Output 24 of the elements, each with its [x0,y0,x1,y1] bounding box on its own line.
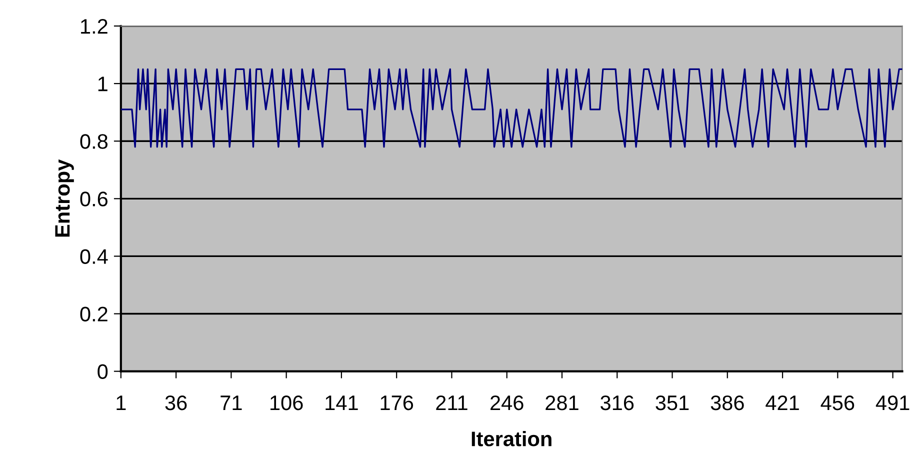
y-tick-label: 0.4 [80,249,108,264]
y-tick-label: 0.2 [80,306,108,322]
y-tick-label: 0.8 [80,134,108,149]
x-tick-label: 106 [270,395,303,410]
x-tick-label: 71 [220,396,242,410]
y-tick-label: 1.2 [81,19,108,34]
x-tick-label: 176 [380,395,414,410]
x-tick-label: 281 [546,395,578,410]
x-tick-label: 316 [600,395,634,410]
x-tick-label: 36 [165,395,187,410]
x-tick-label: 351 [656,395,689,410]
x-tick-label: 491 [876,395,910,410]
y-tick-label: 1 [98,76,108,92]
x-tick-label: 211 [436,395,468,410]
x-axis-title: Iteration [472,431,552,446]
x-tick-label: 421 [766,395,799,410]
y-tick-label: 0 [98,364,108,380]
x-tick-label: 386 [710,395,744,410]
x-tick-label: 456 [820,395,854,410]
y-axis-title: Entropy [55,159,74,237]
y-tick-label: 0.6 [80,192,108,206]
x-tick-label: 1 [116,396,126,410]
x-tick-label: 141 [326,396,358,410]
x-tick-label: 246 [490,395,524,410]
